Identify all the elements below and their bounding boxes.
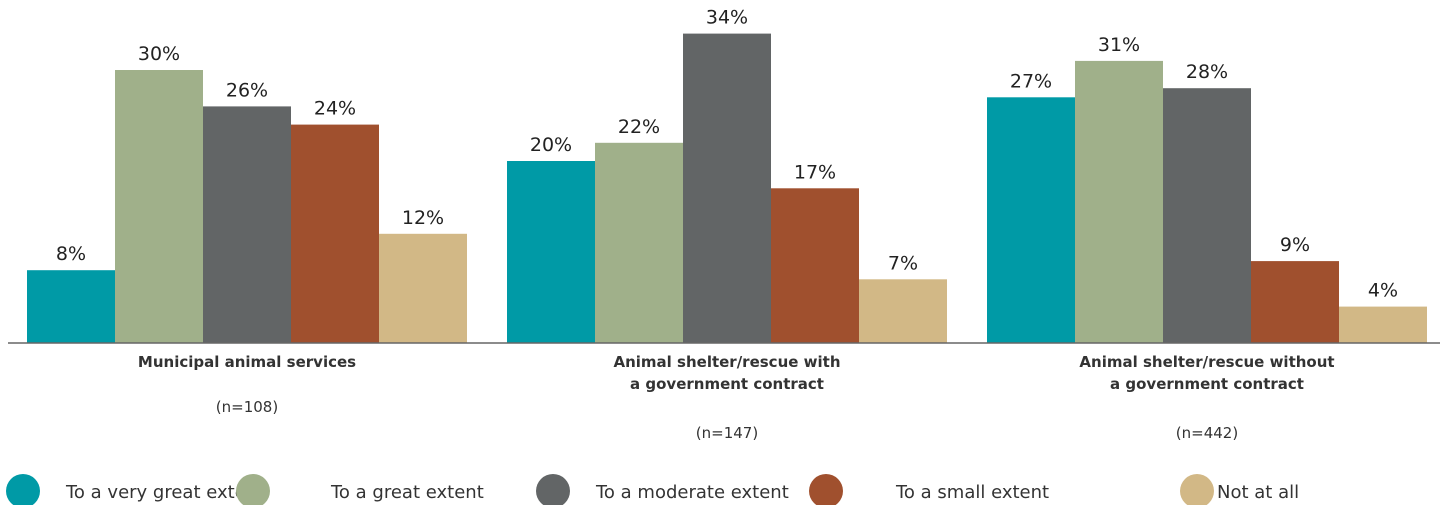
category-label-3-line-2: a government contract	[1110, 375, 1304, 393]
value-label-3-1: 27%	[1010, 70, 1052, 92]
legend-label-2: To a great extent	[330, 482, 484, 503]
category-n-2: (n=147)	[696, 424, 758, 442]
value-label-1-4: 24%	[314, 98, 356, 120]
bar-3-1	[987, 97, 1075, 343]
bar-1-4	[291, 124, 379, 343]
bar-1-2	[115, 70, 203, 343]
value-label-3-4: 9%	[1280, 234, 1310, 256]
value-label-1-3: 26%	[226, 79, 268, 101]
legend-label-1: To a very great extent	[65, 482, 264, 503]
value-label-3-5: 4%	[1368, 280, 1398, 302]
bar-3-2	[1075, 60, 1163, 344]
bar-1-3	[203, 106, 291, 344]
bar-2-3	[683, 33, 771, 343]
value-label-2-4: 17%	[794, 161, 836, 183]
legend-swatch-5	[1180, 474, 1214, 505]
legend-label-5: Not at all	[1217, 482, 1299, 503]
bar-1-5	[379, 233, 467, 343]
category-labels-layer: Municipal animal services (n=108) Animal s…	[138, 353, 1335, 442]
category-label-1-line-1: Municipal animal services	[138, 353, 356, 371]
legend-swatch-4	[809, 474, 843, 505]
value-label-3-3: 28%	[1186, 61, 1228, 83]
category-label-2-line-2: a government contract	[630, 375, 824, 393]
legend: To a very great extent To a great extent T…	[6, 474, 1299, 505]
category-label-3-line-1: Animal shelter/rescue without	[1079, 353, 1334, 371]
bars-layer	[27, 33, 1427, 344]
bar-1-1	[27, 270, 115, 343]
value-label-2-2: 22%	[618, 116, 660, 138]
value-label-2-5: 7%	[888, 252, 918, 274]
bar-2-2	[595, 142, 683, 343]
value-label-1-5: 12%	[402, 207, 444, 229]
bar-3-3	[1163, 88, 1251, 343]
value-label-2-1: 20%	[530, 134, 572, 156]
category-n-1: (n=108)	[216, 398, 278, 416]
value-label-2-3: 34%	[706, 7, 748, 29]
value-labels-layer: 8% 30% 26% 24% 12% 20% 22% 34% 17% 7% 27% 31% 28% 9% 4…	[56, 7, 1398, 302]
legend-label-3: To a moderate extent	[595, 482, 789, 503]
bar-3-5	[1339, 306, 1427, 343]
bar-3-4	[1251, 261, 1339, 343]
legend-label-4: To a small extent	[895, 482, 1049, 503]
value-label-1-2: 30%	[138, 43, 180, 65]
bar-2-5	[859, 279, 947, 343]
bar-2-1	[507, 161, 595, 343]
legend-swatch-2	[236, 474, 270, 505]
bar-2-4	[771, 188, 859, 343]
category-label-2-line-1: Animal shelter/rescue with	[614, 353, 841, 371]
legend-swatch-1	[6, 474, 40, 505]
legend-swatch-3	[536, 474, 570, 505]
value-label-1-1: 8%	[56, 243, 86, 265]
category-n-3: (n=442)	[1176, 424, 1238, 442]
value-label-3-2: 31%	[1098, 34, 1140, 56]
